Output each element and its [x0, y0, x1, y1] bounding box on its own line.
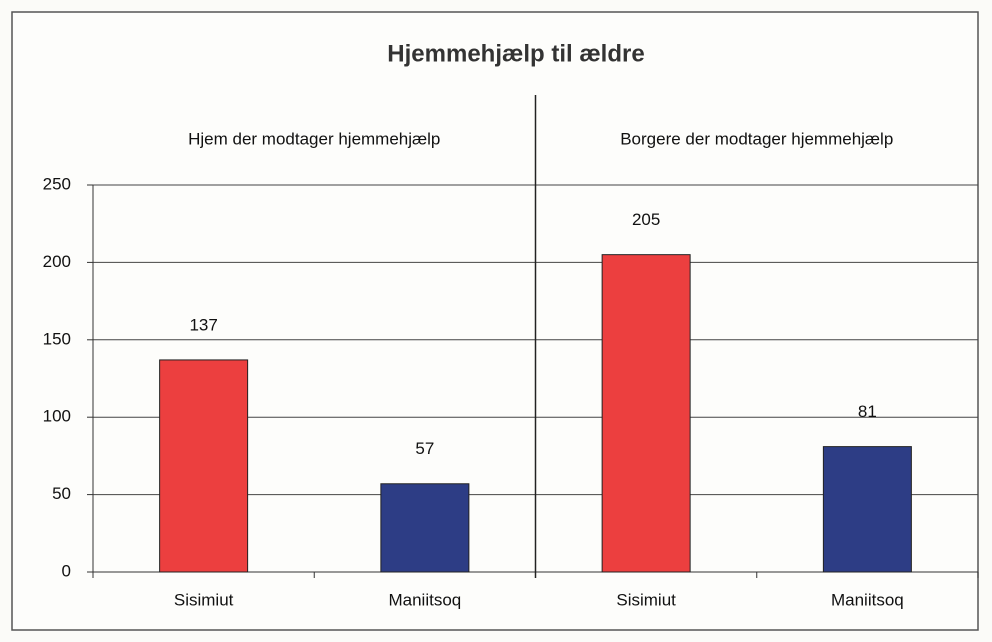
y-tick-label: 0	[62, 561, 71, 580]
chart-title: Hjemmehjælp til ældre	[387, 40, 644, 67]
bar	[601, 254, 691, 573]
x-tick-label: Maniitsoq	[831, 590, 904, 609]
group-label: Hjem der modtager hjemmehjælp	[188, 129, 440, 148]
x-tick-label: Maniitsoq	[388, 590, 461, 609]
bar	[380, 483, 470, 573]
y-tick-label: 150	[43, 329, 71, 348]
y-tick-label: 200	[43, 252, 71, 271]
value-label: 81	[858, 402, 877, 421]
value-label: 57	[415, 439, 434, 458]
value-label: 137	[189, 315, 217, 334]
x-tick-label: Sisimiut	[174, 590, 234, 609]
bar	[822, 446, 912, 573]
x-tick-label: Sisimiut	[616, 590, 676, 609]
bar	[159, 359, 249, 573]
value-label: 205	[632, 210, 660, 229]
group-label: Borgere der modtager hjemmehjælp	[620, 129, 893, 148]
y-tick-label: 250	[43, 174, 71, 193]
y-tick-label: 100	[43, 407, 71, 426]
y-tick-label: 50	[52, 484, 71, 503]
